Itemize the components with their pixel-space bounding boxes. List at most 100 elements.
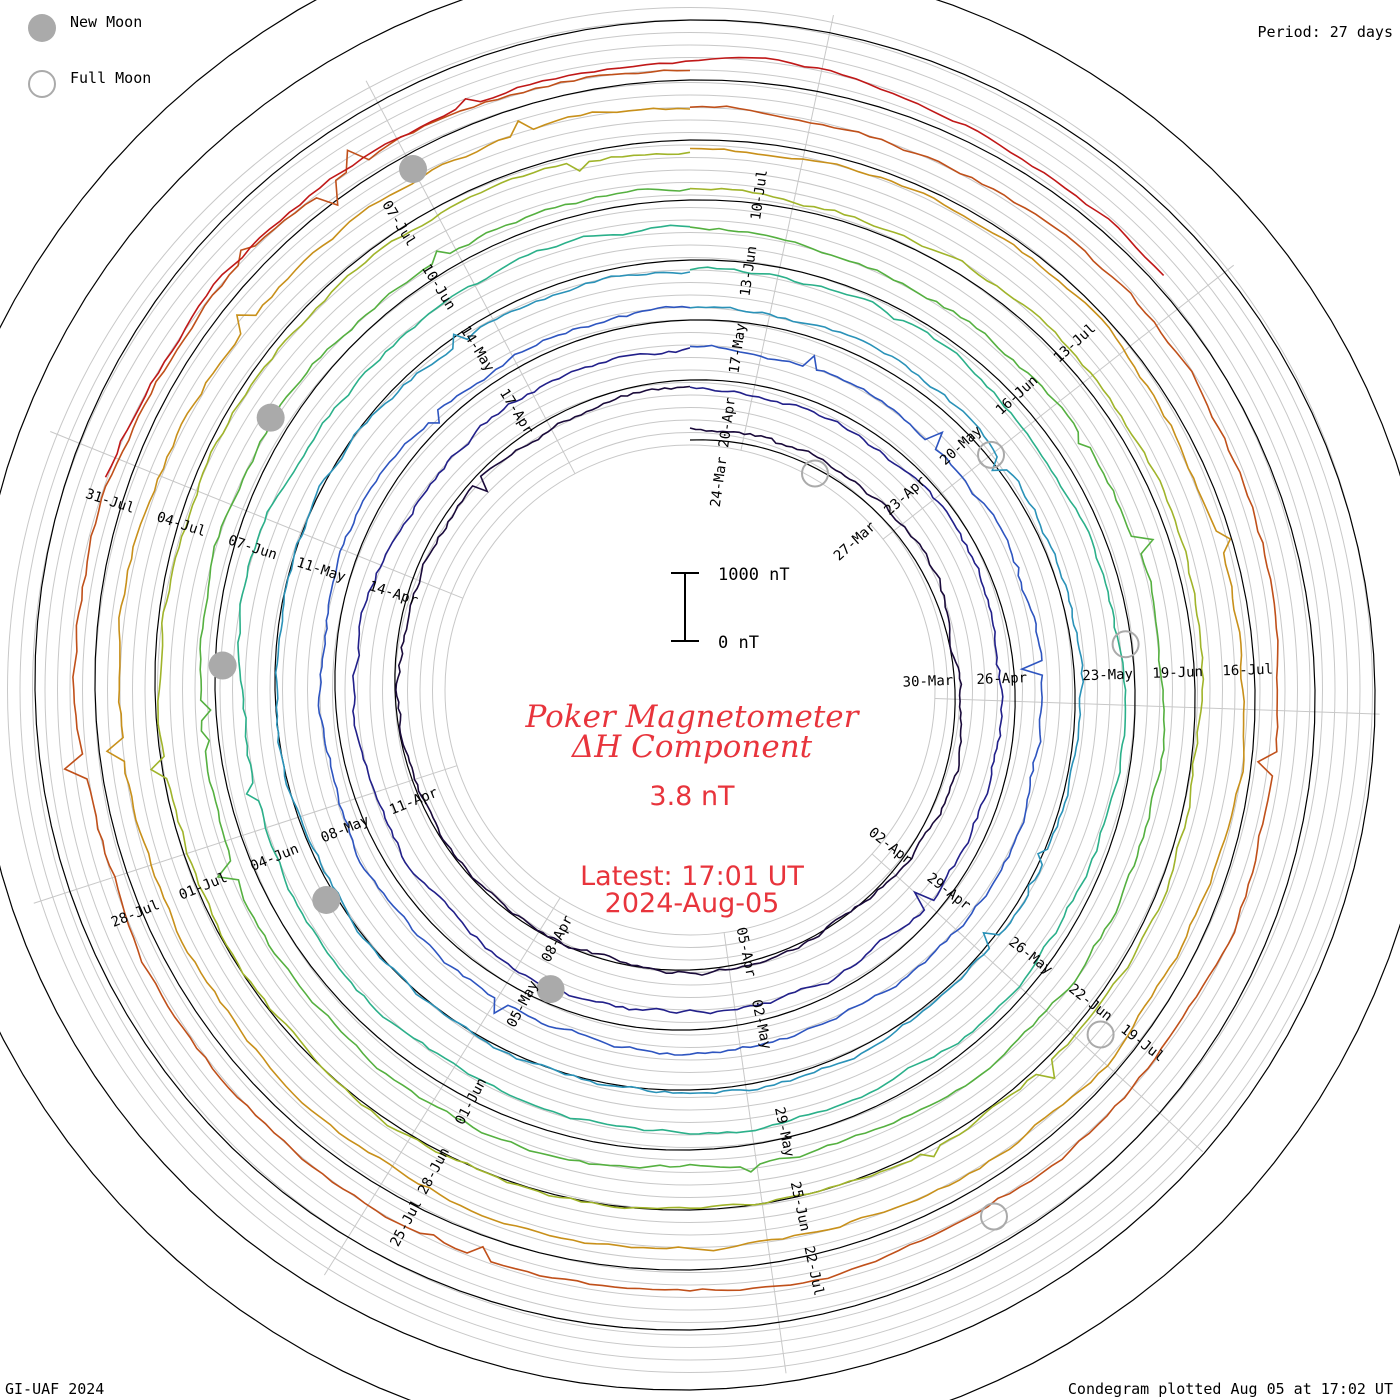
date-label: 24-Mar bbox=[708, 456, 731, 508]
date-label: 20-Apr bbox=[716, 396, 739, 448]
series-trace bbox=[352, 347, 1004, 1015]
grid-circle bbox=[257, 257, 1123, 1123]
scale-bar-top-label: 1000 nT bbox=[718, 565, 790, 585]
date-label: 13-Jun bbox=[737, 245, 760, 297]
credit-label: GI-UAF 2024 bbox=[5, 1380, 105, 1398]
grid-circle bbox=[344, 344, 1036, 1036]
new-moon-marker bbox=[399, 155, 428, 184]
baseline-spiral-turn bbox=[154, 139, 1196, 1211]
grid-circle bbox=[219, 219, 1161, 1161]
date-label: 10-Jul bbox=[748, 169, 771, 221]
series-trace bbox=[104, 56, 1165, 478]
date-label: 26-Apr bbox=[976, 670, 1027, 688]
baseline-spiral-turn bbox=[214, 199, 1136, 1151]
date-label: 17-May bbox=[727, 322, 750, 374]
new-moon-legend-icon bbox=[28, 14, 56, 42]
grid-circle bbox=[19, 19, 1361, 1361]
plotted-timestamp: Condegram plotted Aug 05 at 17:02 UT bbox=[1067, 1380, 1393, 1398]
scale-bar-bottom-label: 0 nT bbox=[718, 633, 759, 653]
current-value: 3.8 nT bbox=[649, 781, 735, 812]
grid-circle bbox=[294, 294, 1086, 1086]
series-trace bbox=[237, 224, 1127, 1135]
grid-circle bbox=[432, 432, 948, 948]
date-label: 05-May bbox=[504, 978, 542, 1030]
full-moon-marker bbox=[801, 459, 829, 488]
date-label: 02-May bbox=[748, 998, 774, 1051]
series-trace bbox=[395, 385, 963, 976]
grid-circle bbox=[319, 319, 1061, 1061]
latest-time: Latest: 17:01 UT bbox=[580, 861, 804, 892]
baseline-spiral-turn bbox=[94, 79, 1256, 1271]
series-trace bbox=[274, 271, 1085, 1095]
date-label: 19-Jun bbox=[1152, 664, 1203, 682]
new-moon-marker bbox=[312, 886, 341, 914]
grid-circle bbox=[232, 232, 1148, 1148]
date-label: 28-Jun bbox=[415, 1145, 453, 1197]
new-moon-marker bbox=[208, 651, 237, 680]
period-label: Period: 27 days bbox=[1257, 23, 1393, 41]
baseline-spiral-turn bbox=[334, 319, 1016, 1031]
scale-bar: 1000 nT 0 nT bbox=[671, 565, 790, 653]
grid-circle bbox=[269, 269, 1111, 1111]
grid-circle bbox=[57, 57, 1323, 1323]
grid-circle bbox=[282, 282, 1098, 1098]
chart-title-line2: ΔH Component bbox=[571, 729, 813, 765]
radial-grid-line bbox=[50, 431, 464, 599]
baseline-spiral-turn bbox=[394, 379, 956, 971]
grid-circle bbox=[44, 44, 1336, 1336]
date-label: 22-Jun bbox=[1065, 981, 1115, 1025]
series-trace bbox=[149, 151, 1205, 1210]
date-label: 01-Jul bbox=[177, 870, 230, 904]
series-trace bbox=[63, 69, 1279, 1292]
date-label: 08-Apr bbox=[539, 913, 577, 965]
date-label: 30-Mar bbox=[902, 673, 953, 691]
date-label: 04-Jun bbox=[248, 841, 301, 875]
date-label: 07-Jun bbox=[226, 532, 279, 563]
date-label: 25-Jun bbox=[787, 1180, 813, 1233]
date-label: 31-Jul bbox=[83, 486, 136, 517]
date-label: 05-Apr bbox=[733, 926, 759, 979]
date-label: 27-Mar bbox=[831, 519, 879, 565]
radial-grid-line bbox=[723, 932, 787, 1374]
grid-circle bbox=[144, 144, 1236, 1236]
grid-circle bbox=[132, 132, 1248, 1248]
new-moon-marker bbox=[536, 975, 565, 1004]
full-moon-marker bbox=[977, 440, 1006, 469]
grid-circle bbox=[194, 194, 1186, 1186]
grid-circle bbox=[207, 207, 1173, 1173]
radial-grid-line bbox=[871, 853, 1204, 1153]
series-trace bbox=[199, 188, 1166, 1173]
grid-circle bbox=[7, 7, 1373, 1373]
grid-circle bbox=[82, 82, 1298, 1298]
grid-circle bbox=[157, 157, 1223, 1223]
full-moon-marker bbox=[1111, 630, 1140, 659]
grid-circle bbox=[107, 107, 1273, 1273]
new-moon-marker bbox=[256, 403, 285, 432]
date-label: 11-May bbox=[294, 555, 347, 586]
baseline-spiral-turn bbox=[34, 19, 1316, 1331]
full-moon-legend-label: Full Moon bbox=[70, 69, 152, 87]
grid-circle bbox=[382, 382, 998, 998]
baseline-spiral-turn bbox=[0, 0, 1376, 1391]
series-trace bbox=[105, 107, 1246, 1252]
radial-grid-line bbox=[934, 698, 1380, 715]
date-label: 11-Apr bbox=[387, 785, 440, 819]
grid-circle bbox=[94, 94, 1286, 1286]
date-label: 23-May bbox=[1082, 667, 1133, 685]
grid-circle bbox=[32, 32, 1348, 1348]
grid-circle bbox=[357, 357, 1023, 1023]
radial-grid-line bbox=[33, 765, 458, 904]
full-moon-legend-icon bbox=[28, 70, 56, 98]
full-moon-marker bbox=[1086, 1020, 1115, 1049]
grid-circle bbox=[444, 444, 936, 936]
baseline-spiral-turn bbox=[274, 259, 1076, 1091]
radial-grid-lines bbox=[33, 14, 1380, 1374]
series-layer bbox=[63, 56, 1279, 1292]
moon-markers bbox=[208, 155, 1140, 1231]
date-label: 16-Jun bbox=[993, 373, 1041, 419]
radial-grid-line bbox=[323, 897, 561, 1276]
series-trace bbox=[317, 305, 1044, 1056]
